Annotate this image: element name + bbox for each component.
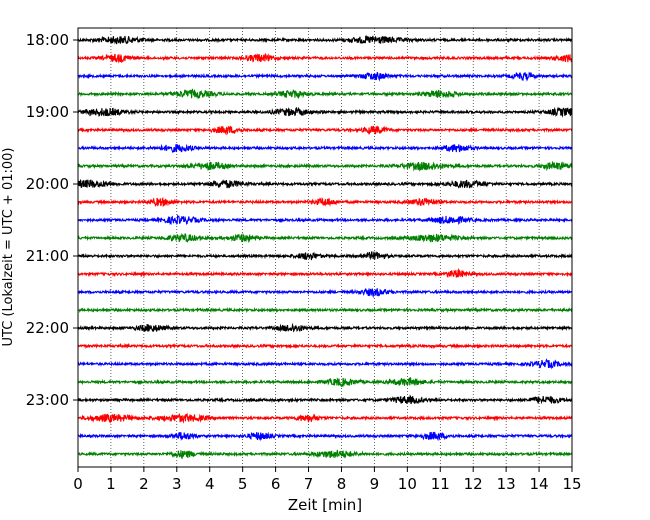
x-tick-label: 15 (562, 475, 581, 493)
seismogram-trace (77, 449, 573, 459)
x-tick-label: 2 (139, 475, 149, 493)
x-tick-label: 0 (73, 475, 83, 493)
x-tick-label: 11 (431, 475, 450, 493)
x-tick-label: 4 (205, 475, 215, 493)
y-tick-label: 23:00 (26, 391, 69, 409)
vertical-grid (110, 28, 540, 467)
seismogram-trace (77, 376, 573, 388)
y-axis-label: UTC (Lokalzeit = UTC + 01:00) (1, 148, 16, 347)
y-tick-label: 20:00 (26, 175, 69, 193)
seismogram-trace (77, 394, 573, 405)
y-tick-label: 18:00 (26, 31, 69, 49)
x-tick-label: 6 (271, 475, 281, 493)
seismogram-trace (77, 71, 573, 82)
seismogram-trace (77, 306, 573, 314)
x-axis-label: Zeit [min] (288, 496, 362, 514)
seismogram-trace (77, 35, 573, 45)
seismogram-trace (77, 143, 573, 153)
seismogram-trace (77, 288, 573, 299)
y-tick-label: 19:00 (26, 103, 69, 121)
plot-area-background (78, 28, 572, 467)
x-tick-label: 14 (530, 475, 549, 493)
x-tick-label: 12 (464, 475, 483, 493)
y-axis: 18:00 19:00 20:00 21:00 22:00 23:00 (26, 31, 78, 409)
seismogram-trace (77, 267, 573, 279)
x-tick-label: 7 (304, 475, 314, 493)
x-tick-label: 8 (337, 475, 347, 493)
seismogram-trace (77, 322, 573, 333)
x-tick-label: 10 (398, 475, 417, 493)
x-tick-label: 1 (106, 475, 116, 493)
seismogram-trace (77, 412, 573, 424)
seismogram-trace (77, 125, 573, 136)
seismogram-trace (77, 342, 573, 350)
plot-frame (77, 27, 573, 468)
seismogram-trace (77, 52, 573, 64)
x-tick-label: 5 (238, 475, 248, 493)
seismogram-trace (77, 232, 573, 243)
x-tick-label: 13 (497, 475, 516, 493)
x-tick-label: 9 (370, 475, 380, 493)
y-tick-label: 22:00 (26, 319, 69, 337)
seismogram-trace (77, 431, 573, 442)
seismogram-trace (77, 106, 573, 118)
x-tick-label: 3 (172, 475, 182, 493)
seismogram-trace (77, 178, 573, 189)
seismogram-trace (77, 88, 573, 100)
seismogram-trace (77, 358, 573, 370)
y-tick-label: 21:00 (26, 247, 69, 265)
seismogram-trace (77, 160, 573, 172)
seismogram-trace (77, 196, 573, 208)
seismogram-trace (77, 250, 573, 261)
seismogram-trace (77, 214, 573, 226)
seismogram-traces (77, 35, 573, 459)
x-axis: 0 1 2 3 4 5 6 7 8 9 10 11 12 13 14 15 (73, 467, 582, 493)
